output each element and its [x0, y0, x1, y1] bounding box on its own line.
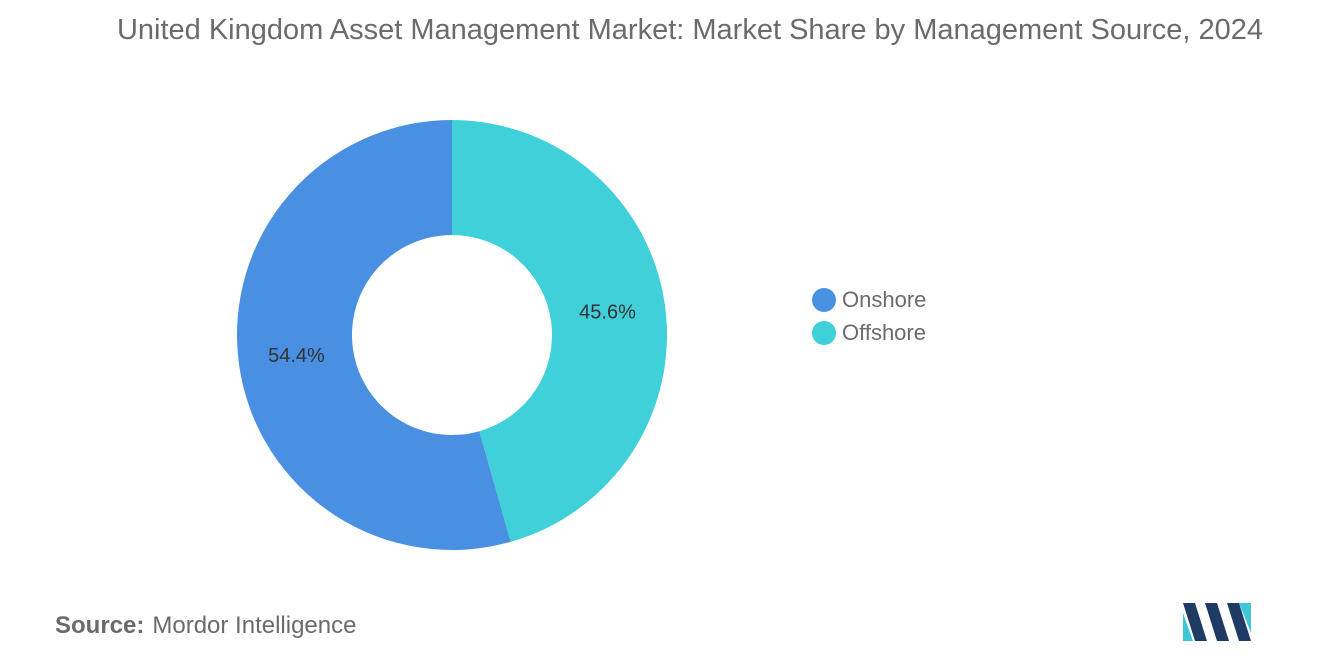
data-label-offshore: 45.6% — [579, 302, 636, 324]
mordor-intelligence-logo-icon — [1183, 603, 1251, 641]
source-note: Source: Mordor Intelligence — [55, 612, 356, 640]
legend-swatch-offshore — [812, 320, 836, 345]
source-label: Source: — [55, 612, 145, 639]
legend-label-offshore: Offshore — [842, 319, 926, 345]
legend-swatch-onshore — [812, 287, 836, 312]
legend-item-onshore: Onshore — [812, 283, 926, 316]
data-label-onshore: 54.4% — [268, 345, 325, 367]
legend-item-offshore: Offshore — [812, 316, 926, 349]
chart-legend: Onshore Offshore — [812, 283, 926, 349]
legend-label-onshore: Onshore — [842, 286, 927, 312]
slice-offshore — [452, 120, 667, 542]
chart-title: United Kingdom Asset Management Market: … — [116, 14, 1264, 46]
slice-onshore — [236, 120, 511, 550]
source-value: Mordor Intelligence — [152, 612, 357, 639]
